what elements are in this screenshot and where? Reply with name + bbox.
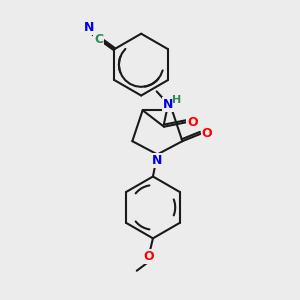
- Text: O: O: [202, 127, 212, 140]
- Text: O: O: [143, 250, 154, 263]
- Text: C: C: [94, 33, 103, 46]
- Text: O: O: [187, 116, 198, 129]
- Text: N: N: [84, 22, 94, 34]
- Text: N: N: [152, 154, 163, 167]
- Text: H: H: [172, 95, 181, 105]
- Text: N: N: [163, 98, 174, 111]
